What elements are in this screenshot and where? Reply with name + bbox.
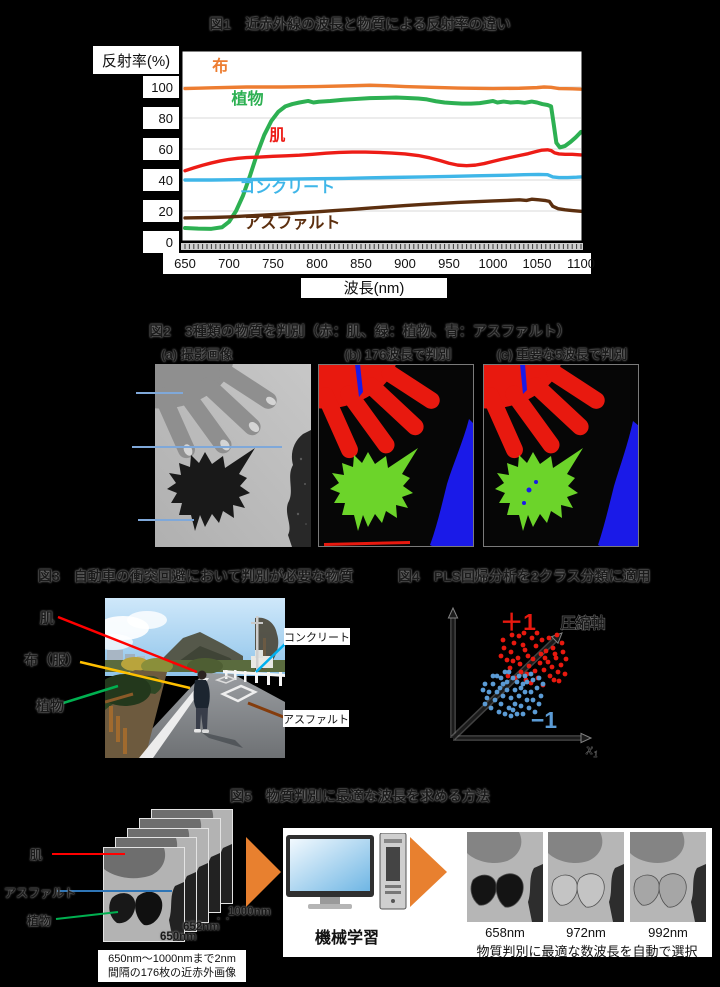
fig2-title: 図2 3種類の物質を判別（赤：肌、緑：植物、青：アスファルト） [149, 323, 571, 339]
fig5-title: 図5 物質判別に最適な波長を求める方法 [230, 788, 490, 804]
svg-text:40: 40 [159, 173, 173, 188]
fig3-road-photo [105, 598, 285, 758]
fig5-label-skin: 肌 [30, 848, 43, 862]
svg-text:20: 20 [159, 204, 173, 219]
fig1-title: 図1 近赤外線の波長と物質による反射率の違い [209, 16, 511, 32]
result-image-658 [467, 832, 543, 922]
svg-text:1050: 1050 [523, 256, 552, 271]
cloth-pointer-line [79, 660, 191, 690]
ellipsis-dots: ・・ [214, 914, 233, 924]
fig2-caption-a: (a) 撮影画像 [161, 347, 233, 362]
fig2-image-5band [483, 364, 639, 547]
svg-text:−1: −1 [531, 707, 557, 733]
result-caption-972: 972nm [566, 925, 606, 940]
fig1-reflectance-chart: 反射率(%) 0 20 40 60 80 100 650 700 750 800 850 900 950 1… [93, 46, 595, 298]
pedestrian [193, 670, 210, 733]
fig5-label-plant: 植物 [27, 914, 52, 928]
fig5-label-asphalt: アスファルト [4, 886, 77, 900]
svg-text:700: 700 [218, 256, 240, 271]
concrete-pointer-line [255, 641, 288, 673]
fig4-title: 図4 PLS回帰分析を2クラス分類に適用 [398, 568, 651, 584]
svg-text:植物: 植物 [230, 89, 263, 108]
svg-text:アスファルト: アスファルト [244, 215, 340, 232]
fig5-right-caption: 物質判別に最適な数波長を自動で選択 [476, 944, 698, 959]
wavelength-1000: 1000nm [228, 906, 271, 918]
fig3-label-concrete: コンクリート [284, 628, 350, 645]
svg-text:コンクリート: コンクリート [239, 178, 335, 196]
machine-learning-label: 機械学習 [314, 930, 379, 947]
svg-text:950: 950 [438, 256, 460, 271]
fig3-label-plant: 植物 [36, 698, 64, 714]
fig2-caption-b: (b) 176波長で判別 [344, 347, 452, 362]
svg-text:80: 80 [159, 111, 173, 126]
svg-text:800: 800 [306, 256, 328, 271]
scanline-3 [138, 519, 194, 521]
wavelength-652: 652nm [183, 921, 220, 933]
fig5-left-caption: 650nm～1000nmまで2nm 間隔の176枚の近赤外画像 [98, 950, 246, 982]
fig3-label-cloth: 布（服） [24, 652, 80, 668]
svg-text:100: 100 [151, 80, 173, 95]
svg-text:60: 60 [159, 142, 173, 157]
svg-text:750: 750 [262, 256, 284, 271]
svg-text:x₁: x₁ [585, 742, 598, 758]
fig3-title: 図3 自動車の衝突回避において判別が必要な物質 [38, 568, 354, 584]
result-caption-992: 992nm [648, 925, 688, 940]
plant-line [55, 911, 119, 920]
fig3-label-skin: 肌 [40, 610, 54, 626]
arrow-right-icon [410, 837, 447, 907]
wavelength-650: 650nm [160, 931, 197, 943]
stack-card-1 [103, 847, 185, 942]
fig2-image-176band [318, 364, 474, 547]
svg-text:圧縮軸: 圧縮軸 [560, 614, 605, 632]
guard-fence [223, 670, 285, 686]
asphalt-blue [598, 421, 639, 547]
result-caption-658: 658nm [485, 925, 525, 940]
svg-text:波長(nm): 波長(nm) [344, 280, 405, 297]
fig4-scatter-plot: ＋1 −1 圧縮軸 x₁ [447, 606, 606, 758]
skin-pointer-line [57, 615, 198, 674]
svg-text:850: 850 [350, 256, 372, 271]
fig3-label-asphalt: アスファルト [283, 710, 349, 727]
caption-line-1: 650nm～1000nmまで2nm [108, 953, 236, 965]
asphalt-pointer-line [247, 701, 287, 720]
arrow-right-icon [246, 837, 281, 907]
caption-line-2: 間隔の176枚の近赤外画像 [107, 967, 237, 979]
fig2-image-captured [155, 364, 311, 547]
svg-text:布: 布 [212, 57, 228, 76]
plant-pointer-line [59, 684, 119, 706]
fig3-pointer-lines [57, 615, 288, 720]
svg-text:反射率(%): 反射率(%) [102, 53, 170, 70]
fig2-caption-c: (c) 重要な5波長で判別 [496, 347, 628, 362]
svg-text:＋1: ＋1 [500, 609, 536, 635]
asphalt-rock [286, 430, 311, 547]
scanline-1 [136, 392, 183, 394]
computer-icon [286, 833, 407, 910]
svg-text:900: 900 [394, 256, 416, 271]
svg-text:1100: 1100 [567, 256, 595, 271]
fig5-overlay [52, 837, 447, 920]
svg-text:肌: 肌 [269, 126, 285, 144]
result-image-972 [548, 832, 624, 922]
result-image-992 [630, 832, 706, 922]
svg-text:1000: 1000 [479, 256, 508, 271]
scanline-2 [132, 446, 282, 448]
asphalt-blue [430, 419, 474, 547]
svg-text:0: 0 [166, 235, 173, 250]
svg-text:650: 650 [174, 256, 196, 271]
